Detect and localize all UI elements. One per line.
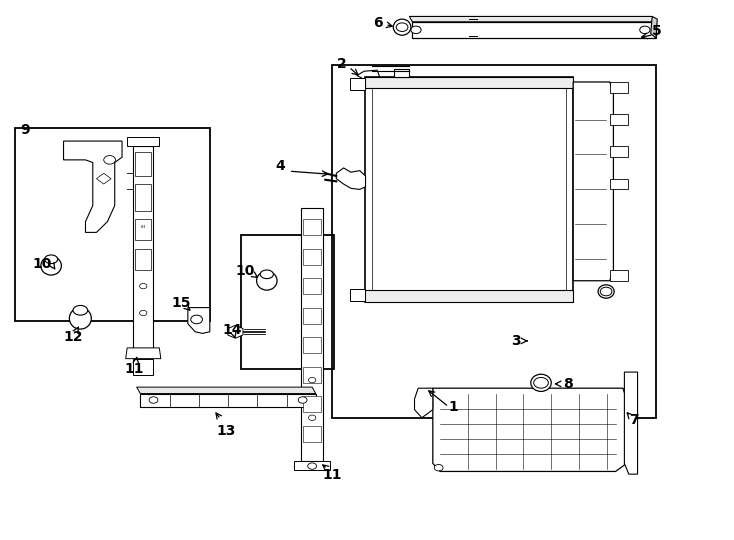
Polygon shape: [133, 359, 153, 375]
Bar: [610, 82, 628, 93]
Circle shape: [640, 26, 650, 33]
Ellipse shape: [261, 270, 273, 279]
Polygon shape: [415, 388, 433, 418]
Circle shape: [411, 26, 421, 33]
Circle shape: [191, 315, 203, 323]
Polygon shape: [573, 82, 614, 281]
Bar: [365, 291, 573, 302]
Circle shape: [600, 287, 612, 296]
Bar: [332, 65, 656, 418]
Ellipse shape: [393, 19, 411, 35]
Ellipse shape: [45, 255, 58, 264]
Circle shape: [435, 464, 443, 471]
Bar: [135, 184, 151, 211]
Polygon shape: [413, 22, 656, 38]
Bar: [241, 235, 334, 369]
Bar: [610, 179, 628, 190]
Text: 9: 9: [21, 123, 30, 137]
Text: 10: 10: [236, 264, 255, 278]
Text: 12: 12: [63, 330, 83, 344]
Polygon shape: [126, 348, 161, 359]
Bar: [301, 208, 323, 461]
Text: 4: 4: [276, 159, 286, 173]
Text: 5: 5: [652, 24, 661, 38]
Bar: [135, 219, 151, 240]
Bar: [610, 270, 628, 281]
Polygon shape: [336, 168, 366, 190]
Text: 13: 13: [217, 424, 236, 438]
Circle shape: [103, 156, 115, 164]
Text: 8: 8: [563, 377, 573, 391]
Text: 6: 6: [373, 16, 382, 30]
Text: 1: 1: [448, 400, 458, 414]
Circle shape: [363, 78, 372, 84]
Bar: [133, 146, 153, 348]
Circle shape: [308, 377, 316, 383]
Polygon shape: [357, 70, 380, 91]
Bar: [610, 146, 628, 157]
Polygon shape: [433, 388, 627, 471]
Bar: [135, 248, 151, 270]
Bar: [303, 219, 321, 235]
Polygon shape: [137, 387, 316, 394]
Bar: [15, 127, 210, 321]
Text: 3: 3: [512, 334, 521, 348]
Bar: [610, 114, 628, 125]
Bar: [350, 78, 365, 90]
Ellipse shape: [598, 285, 614, 298]
Polygon shape: [294, 461, 330, 470]
Ellipse shape: [73, 306, 87, 315]
Text: 15: 15: [172, 296, 191, 310]
Circle shape: [139, 310, 147, 316]
Polygon shape: [140, 394, 316, 407]
Text: 2: 2: [336, 57, 346, 71]
Bar: [303, 426, 321, 442]
Text: 11: 11: [322, 468, 341, 482]
Text: 10: 10: [32, 256, 52, 271]
Ellipse shape: [257, 271, 277, 290]
Circle shape: [298, 397, 307, 403]
Circle shape: [139, 284, 147, 289]
Bar: [365, 77, 573, 89]
Bar: [303, 367, 321, 383]
Bar: [303, 248, 321, 265]
Ellipse shape: [70, 308, 91, 329]
Polygon shape: [651, 16, 657, 38]
Text: LH: LH: [141, 225, 146, 229]
Polygon shape: [228, 325, 243, 338]
Bar: [303, 278, 321, 294]
Text: 14: 14: [222, 323, 242, 337]
Circle shape: [308, 415, 316, 421]
Polygon shape: [410, 16, 656, 22]
Bar: [303, 308, 321, 323]
Bar: [350, 289, 365, 301]
Polygon shape: [127, 137, 159, 146]
Bar: [135, 152, 151, 176]
Circle shape: [366, 79, 370, 83]
Circle shape: [149, 397, 158, 403]
Bar: [372, 82, 566, 297]
Text: 7: 7: [629, 414, 639, 428]
Polygon shape: [64, 141, 122, 232]
Circle shape: [534, 377, 548, 388]
Polygon shape: [188, 308, 210, 333]
Polygon shape: [394, 69, 409, 77]
Ellipse shape: [41, 256, 62, 275]
Bar: [365, 77, 573, 302]
Polygon shape: [625, 372, 638, 474]
Text: 11: 11: [125, 362, 144, 376]
Bar: [303, 337, 321, 353]
Polygon shape: [96, 173, 111, 184]
Ellipse shape: [531, 374, 551, 392]
Circle shape: [396, 23, 408, 31]
Bar: [303, 396, 321, 413]
Circle shape: [308, 463, 316, 469]
